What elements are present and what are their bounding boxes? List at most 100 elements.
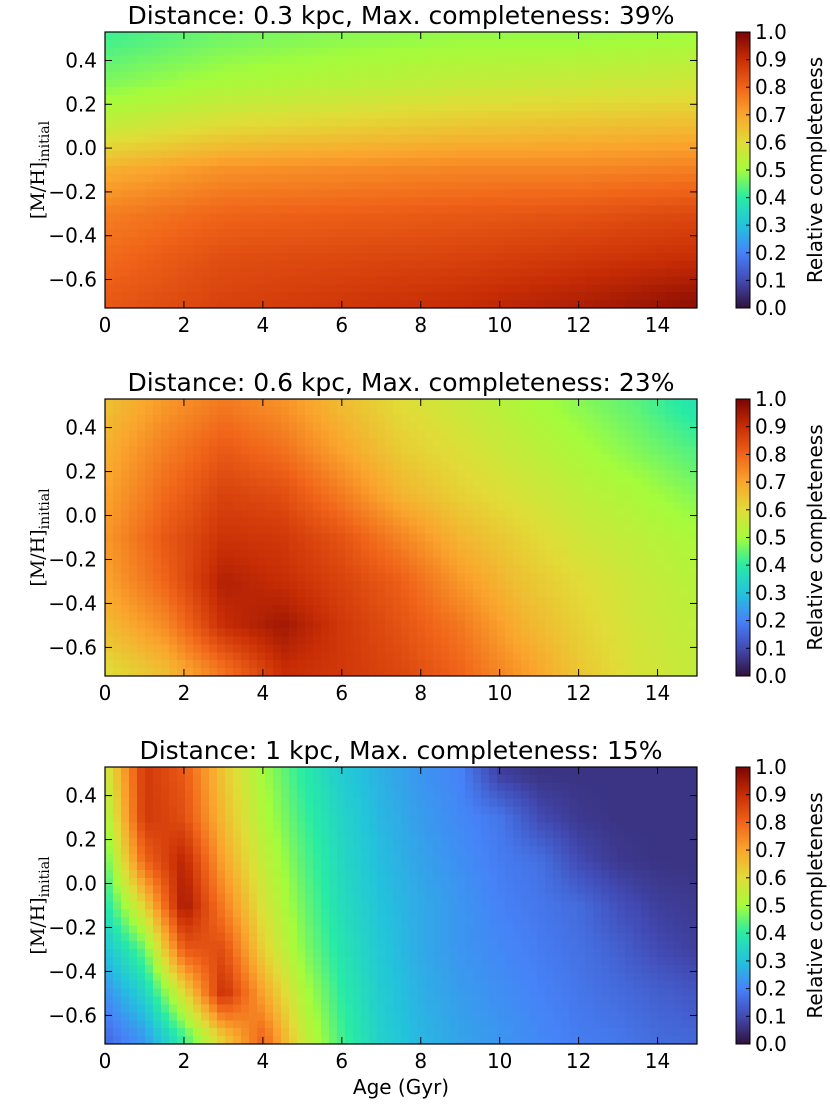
heatmap-cell bbox=[649, 40, 658, 48]
heatmap-cell bbox=[585, 621, 594, 630]
heatmap-cell bbox=[529, 229, 538, 237]
heatmap-cell bbox=[369, 621, 378, 630]
heatmap-cell bbox=[289, 636, 298, 645]
heatmap-cell bbox=[657, 581, 666, 590]
heatmap-cell bbox=[201, 478, 210, 487]
heatmap-cell bbox=[217, 549, 226, 558]
heatmap-cell bbox=[673, 221, 682, 229]
heatmap-cell bbox=[161, 261, 170, 269]
heatmap-cell bbox=[657, 510, 666, 519]
heatmap-cell bbox=[657, 423, 666, 432]
heatmap-cell bbox=[297, 510, 306, 519]
heatmap-cell bbox=[201, 205, 210, 213]
heatmap-cell bbox=[449, 269, 458, 277]
heatmap-cell bbox=[577, 221, 586, 229]
heatmap-cell bbox=[161, 581, 170, 590]
heatmap-cell bbox=[457, 300, 466, 308]
heatmap-cell bbox=[137, 407, 146, 416]
heatmap-cell bbox=[241, 478, 250, 487]
heatmap-cell bbox=[401, 407, 410, 416]
heatmap-cell bbox=[633, 190, 642, 198]
heatmap-cell bbox=[513, 470, 522, 479]
heatmap-cell bbox=[465, 229, 474, 237]
heatmap-cell bbox=[233, 510, 242, 519]
heatmap-cell bbox=[361, 253, 370, 261]
heatmap-cell bbox=[633, 127, 642, 135]
heatmap-cell bbox=[537, 629, 546, 638]
heatmap-cell bbox=[393, 518, 402, 527]
heatmap-cell bbox=[209, 597, 218, 606]
y-axis-label-main: [M/H] bbox=[27, 162, 49, 219]
heatmap-cell bbox=[145, 526, 154, 535]
heatmap-cell bbox=[345, 111, 354, 119]
heatmap-cell bbox=[457, 415, 466, 424]
heatmap-cell bbox=[649, 431, 658, 440]
heatmap-cell bbox=[601, 636, 610, 645]
heatmap-cell bbox=[457, 423, 466, 432]
heatmap-cell bbox=[609, 205, 618, 213]
heatmap-cell bbox=[505, 166, 514, 174]
heatmap-cell bbox=[449, 415, 458, 424]
heatmap-cell bbox=[465, 541, 474, 550]
heatmap-cell bbox=[425, 549, 434, 558]
heatmap-cell bbox=[513, 510, 522, 519]
heatmap-cell bbox=[321, 150, 330, 158]
heatmap-cell bbox=[345, 32, 354, 40]
heatmap-cell bbox=[625, 573, 634, 582]
heatmap-cell bbox=[217, 221, 226, 229]
heatmap-cell bbox=[361, 71, 370, 79]
heatmap-cell bbox=[457, 613, 466, 622]
heatmap-cell bbox=[153, 142, 162, 150]
heatmap-cell bbox=[273, 229, 282, 237]
heatmap-cell bbox=[161, 71, 170, 79]
heatmap-cell bbox=[689, 182, 698, 190]
heatmap-cell bbox=[617, 470, 626, 479]
heatmap-cell bbox=[369, 79, 378, 87]
heatmap-cell bbox=[409, 581, 418, 590]
heatmap-cell bbox=[249, 597, 258, 606]
heatmap-cell bbox=[537, 300, 546, 308]
heatmap-cell bbox=[113, 454, 122, 463]
heatmap-cell bbox=[209, 510, 218, 519]
heatmap-cell bbox=[265, 300, 274, 308]
heatmap-cell bbox=[481, 510, 490, 519]
heatmap-cell bbox=[673, 292, 682, 300]
heatmap-cell bbox=[177, 423, 186, 432]
heatmap-cell bbox=[577, 276, 586, 284]
heatmap-cell bbox=[201, 166, 210, 174]
heatmap-cell bbox=[273, 300, 282, 308]
heatmap-cell bbox=[129, 158, 138, 166]
heatmap-cell bbox=[545, 621, 554, 630]
heatmap-cell bbox=[265, 629, 274, 638]
heatmap-cell bbox=[337, 221, 346, 229]
heatmap-cell bbox=[641, 407, 650, 416]
heatmap-cell bbox=[169, 284, 178, 292]
heatmap-cell bbox=[337, 142, 346, 150]
heatmap-cell bbox=[537, 557, 546, 566]
heatmap-cell bbox=[497, 174, 506, 182]
heatmap-cell bbox=[561, 182, 570, 190]
heatmap-cell bbox=[161, 518, 170, 527]
heatmap-cell bbox=[289, 613, 298, 622]
heatmap-cell bbox=[449, 462, 458, 471]
heatmap-cell bbox=[257, 190, 266, 198]
heatmap-cell bbox=[441, 399, 450, 408]
heatmap-cell bbox=[641, 581, 650, 590]
heatmap-cell bbox=[193, 621, 202, 630]
heatmap-cell bbox=[345, 502, 354, 511]
heatmap-cell bbox=[409, 32, 418, 40]
heatmap-cell bbox=[585, 589, 594, 598]
heatmap-cell bbox=[321, 253, 330, 261]
heatmap-cell bbox=[505, 95, 514, 103]
heatmap-cell bbox=[617, 284, 626, 292]
heatmap-cell bbox=[417, 446, 426, 455]
heatmap-cell bbox=[481, 166, 490, 174]
heatmap-cell bbox=[417, 597, 426, 606]
heatmap-cell bbox=[289, 581, 298, 590]
heatmap-cell bbox=[369, 87, 378, 95]
heatmap-cell bbox=[161, 597, 170, 606]
heatmap-cell bbox=[497, 190, 506, 198]
heatmap-cell bbox=[577, 284, 586, 292]
heatmap-cell bbox=[473, 621, 482, 630]
heatmap-cell bbox=[281, 213, 290, 221]
